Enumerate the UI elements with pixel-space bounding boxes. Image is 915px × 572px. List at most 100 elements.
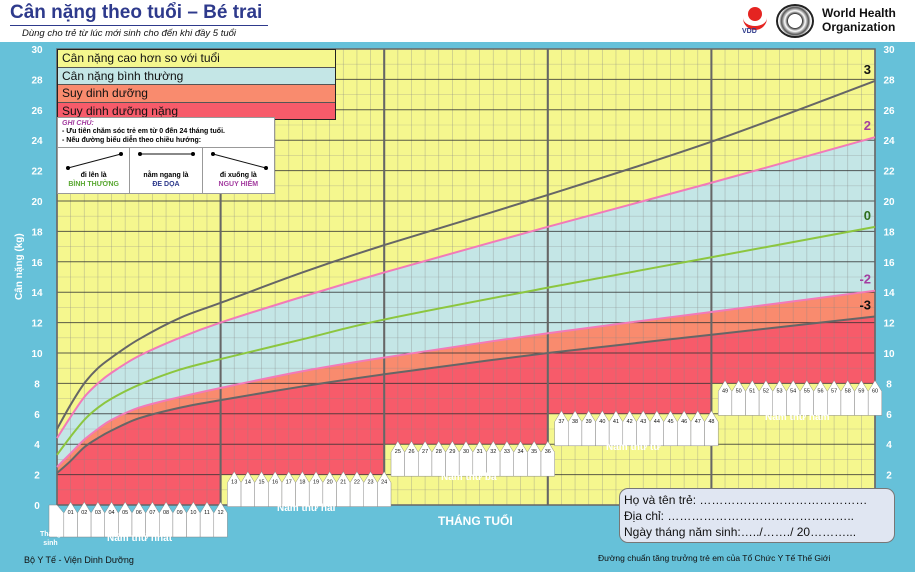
y-tick-label: 8	[886, 379, 892, 390]
month-label: 03	[95, 510, 101, 516]
y-tick-label: 24	[883, 136, 895, 147]
plot-border	[56, 48, 876, 506]
y-tick-label: 22	[883, 167, 895, 178]
month-label: 11	[204, 510, 210, 516]
month-label: 14	[245, 480, 251, 486]
curve-label-2: 2	[864, 118, 871, 133]
month-label: 38	[572, 419, 578, 425]
month-label: 37	[558, 419, 564, 425]
month-label: 26	[408, 449, 414, 455]
y-tick-label: 8	[34, 379, 40, 390]
y-tick-label: 28	[883, 75, 895, 86]
month-label: 44	[654, 419, 660, 425]
y-tick-label: 6	[886, 410, 892, 421]
month-label: 55	[804, 388, 810, 394]
y-tick-label: 0	[34, 501, 40, 512]
note-cell-status: ĐE DỌA	[152, 181, 180, 188]
legend-item-normal: Cân nặng bình thường	[58, 67, 335, 85]
year-label-4: Năm thứ tư	[606, 442, 661, 453]
month-tile	[867, 379, 883, 416]
month-tile	[704, 410, 719, 447]
month-label: 19	[313, 480, 319, 486]
month-label: 25	[395, 449, 401, 455]
curve-sd--2	[56, 289, 876, 468]
month-tile	[159, 501, 174, 538]
month-tile	[118, 501, 133, 538]
month-label: 59	[858, 388, 864, 394]
month-label: 56	[817, 388, 823, 394]
curve-sd--3	[56, 315, 876, 474]
month-label: 58	[845, 388, 851, 394]
month-label: 40	[599, 419, 605, 425]
year-label-2: Năm thứ hai	[277, 503, 336, 514]
y-tick-label: 28	[31, 75, 43, 86]
legend-item-severe: Suy dinh dưỡng nặng	[58, 102, 335, 119]
month-label: 13	[231, 480, 237, 486]
curve-label-3: 3	[864, 62, 871, 77]
month-label: 51	[749, 388, 755, 394]
month-label: 10	[190, 510, 196, 516]
zone-normal	[57, 137, 875, 467]
month-label: 02	[81, 510, 87, 516]
month-label: 39	[586, 419, 592, 425]
month-label: 47	[695, 419, 701, 425]
y-tick-label: 18	[31, 227, 43, 238]
y-tick-label: 4	[34, 440, 40, 451]
curve-sd-3	[56, 79, 876, 430]
month-label: 23	[368, 480, 374, 486]
y-tick-label: 14	[31, 288, 43, 299]
y-tick-label: 26	[31, 106, 43, 117]
legend-item-malnutrition: Suy dinh dưỡng	[58, 85, 335, 103]
y-tick-label: 30	[883, 45, 895, 56]
month-tile	[199, 501, 215, 538]
month-label: 27	[422, 449, 428, 455]
dob-field[interactable]: Ngày tháng năm sinh:…../……./ 20………...	[624, 525, 857, 539]
child-name-field[interactable]: Họ và tên trẻ: ……………………………………	[624, 493, 868, 507]
month-label: 41	[613, 419, 619, 425]
month-label: 04	[108, 510, 114, 516]
footer-right: Đường chuẩn tăng trưởng trẻ em của Tổ Ch…	[598, 553, 831, 563]
month-label: 32	[490, 449, 496, 455]
page-subtitle: Dùng cho trẻ từ lúc mới sinh cho đến khi…	[22, 28, 237, 39]
note-cell-text: nằm ngang là	[143, 172, 189, 179]
month-label: 18	[299, 480, 305, 486]
month-label: 34	[517, 449, 523, 455]
month-label: 08	[163, 510, 169, 516]
month-label: 36	[545, 449, 551, 455]
legend-item-above: Cân nặng cao hơn so với tuổi	[58, 50, 335, 68]
vdd-logo: VDD	[740, 4, 772, 38]
month-label: 33	[504, 449, 510, 455]
month-tile	[90, 501, 105, 538]
y-tick-label: 24	[31, 136, 43, 147]
month-label: 07	[149, 510, 155, 516]
month-label: 46	[681, 419, 687, 425]
month-label: 29	[449, 449, 455, 455]
month-tile	[213, 501, 228, 538]
month-tile	[131, 501, 146, 538]
month-label: 15	[258, 480, 264, 486]
month-tile	[77, 501, 92, 538]
header: Cân nặng theo tuổi – Bé trai Dùng cho tr…	[0, 0, 915, 42]
month-label: 05	[122, 510, 128, 516]
month-tile	[145, 501, 160, 538]
y-tick-label: 20	[883, 197, 895, 208]
month-label: 22	[354, 480, 360, 486]
month-tile	[377, 471, 392, 507]
month-label: 21	[340, 480, 346, 486]
note-cell-text: đi lên là	[80, 172, 107, 179]
curve-sd-0	[56, 225, 876, 456]
month-label: 57	[831, 388, 837, 394]
month-tile	[172, 501, 187, 538]
who-name-line2: Organization	[822, 20, 896, 34]
month-label: 30	[463, 449, 469, 455]
y-tick-label: 18	[883, 227, 895, 238]
address-field[interactable]: Địa chỉ: ………………………………………..	[624, 509, 855, 523]
year-label-5: Năm thứ năm	[765, 412, 830, 423]
month-label: 24	[381, 480, 387, 486]
line-up-icon	[66, 152, 123, 170]
y-tick-label: 14	[883, 288, 895, 299]
curve-label-0: 0	[864, 208, 871, 223]
month-label: 60	[872, 388, 878, 394]
month-label: 35	[531, 449, 537, 455]
